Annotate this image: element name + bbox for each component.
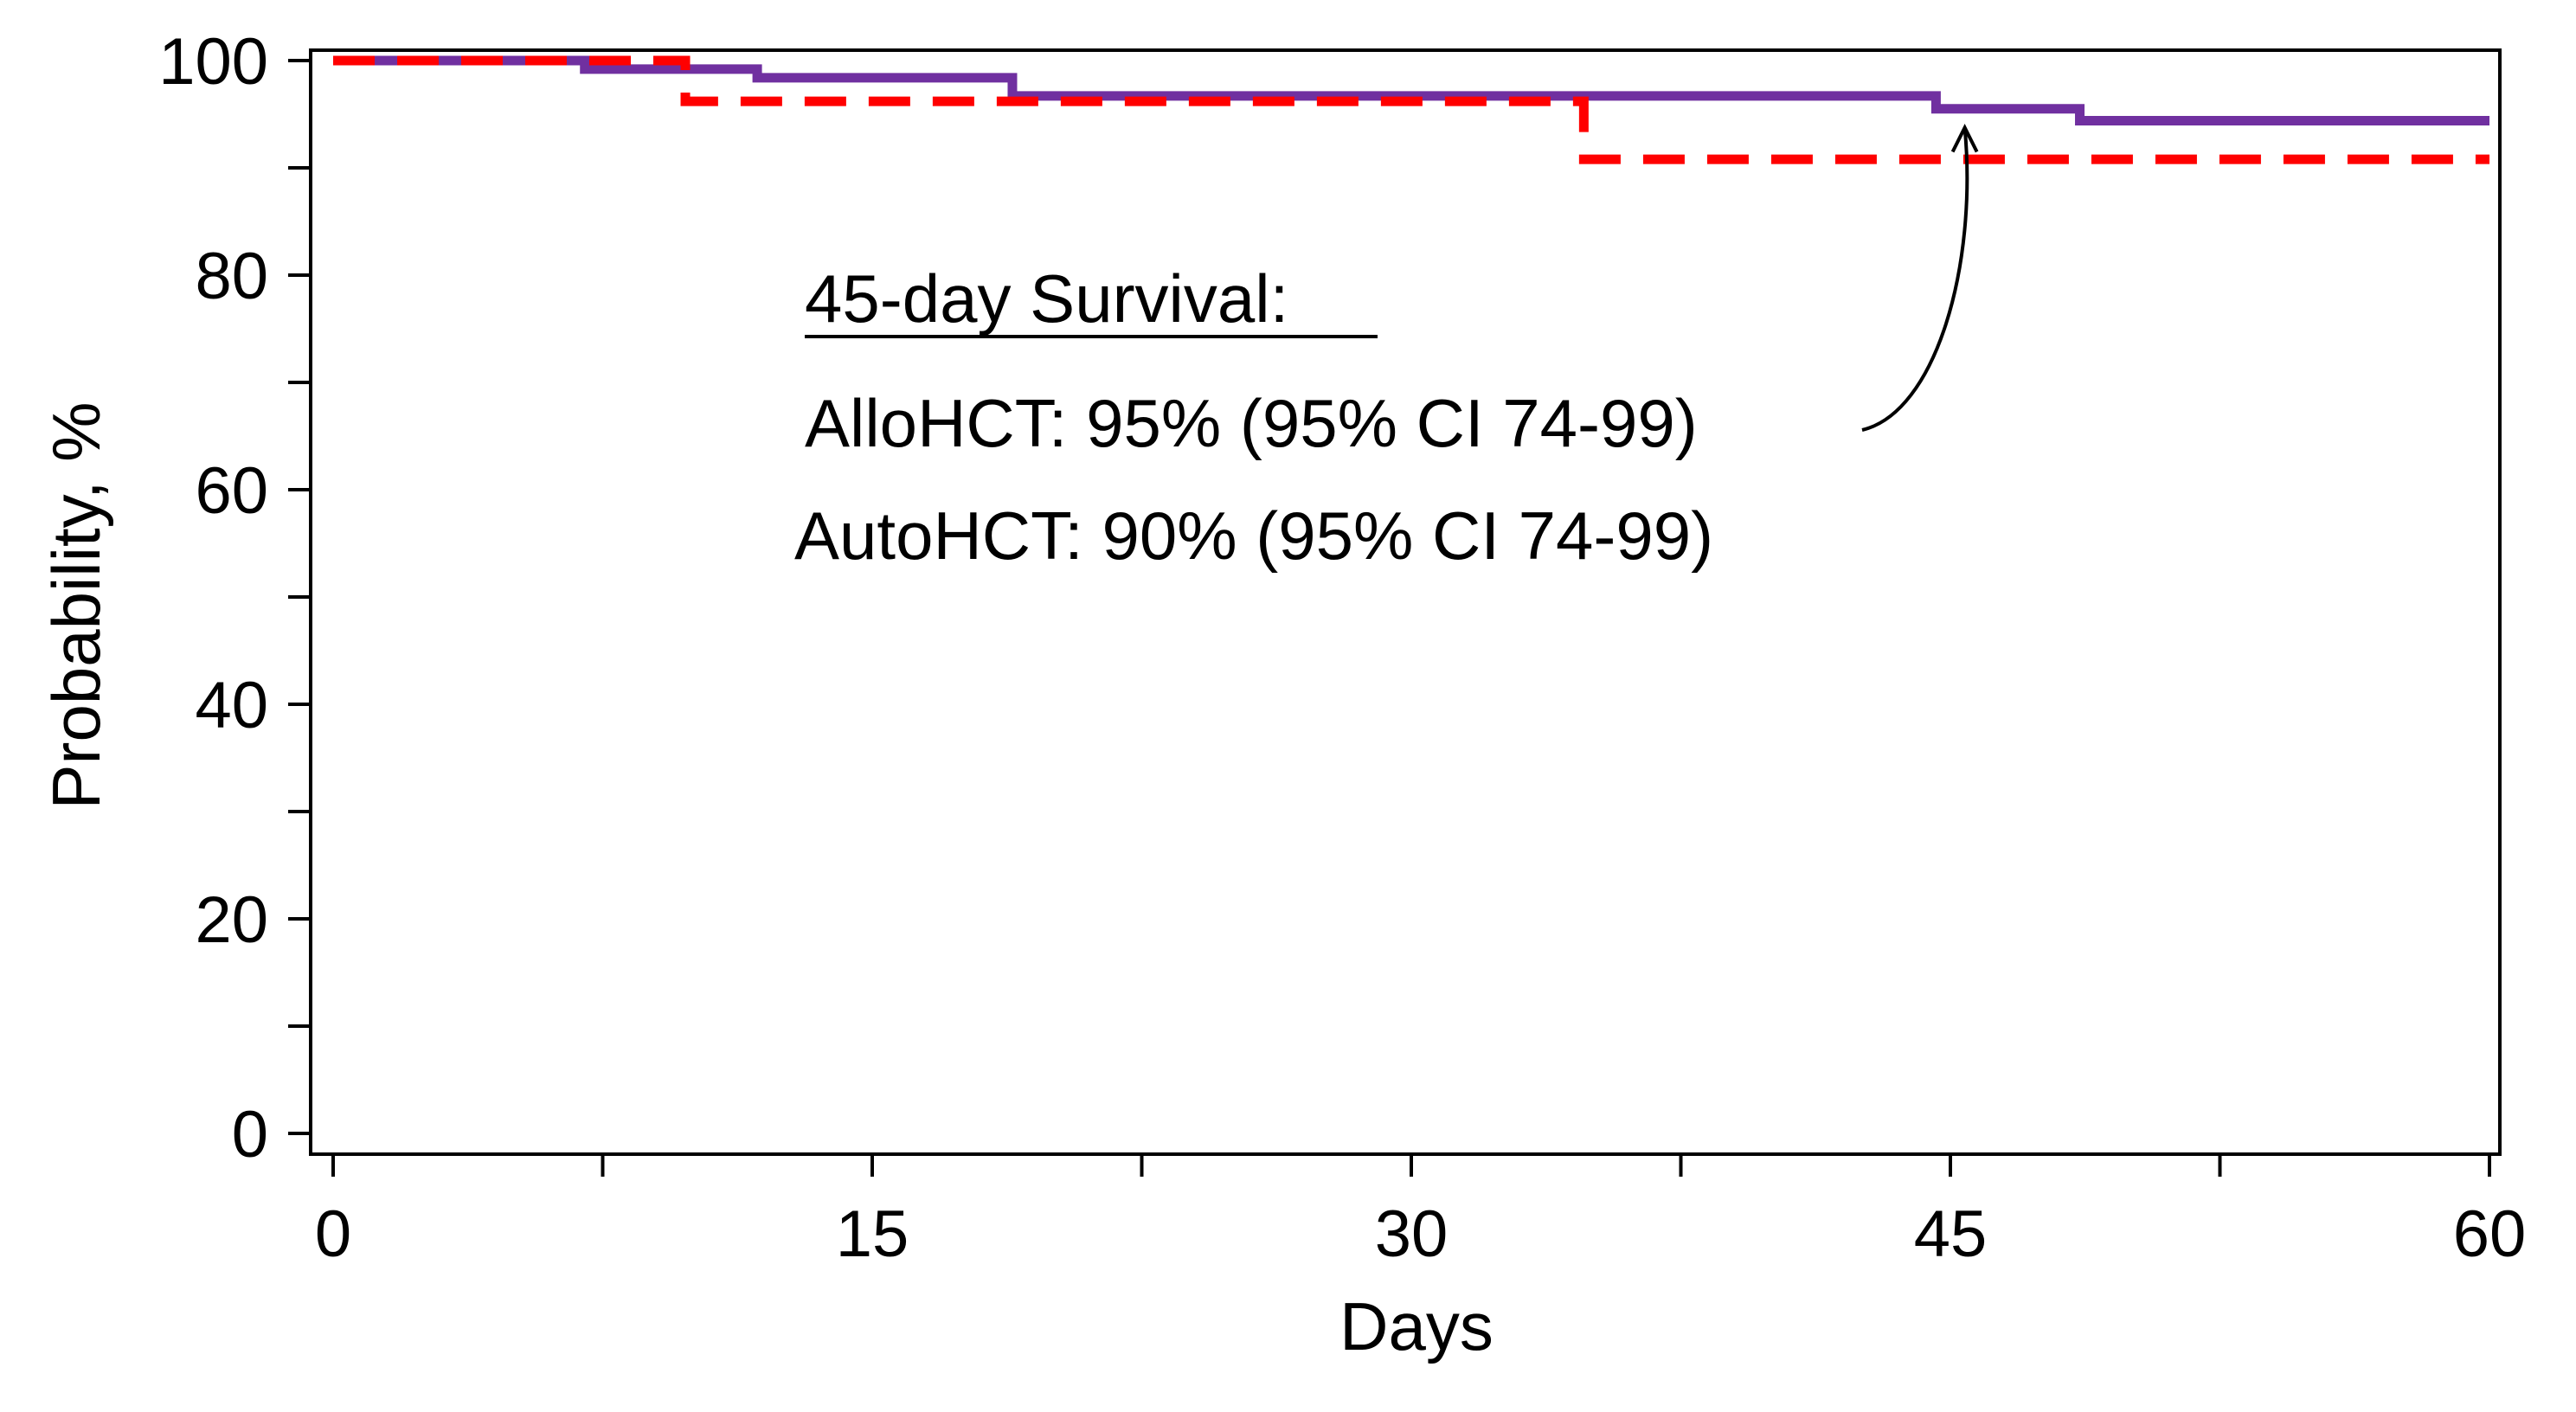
x-tick-label: 30 bbox=[1375, 1197, 1449, 1271]
x-tick-label: 15 bbox=[836, 1197, 909, 1271]
x-tick-label: 45 bbox=[1914, 1197, 1988, 1271]
x-axis-title: Days bbox=[1339, 1288, 1494, 1364]
y-tick-label: 40 bbox=[195, 669, 268, 742]
annotation-allohct: AlloHCT: 95% (95% CI 74-99) bbox=[805, 385, 1698, 461]
y-tick-label: 20 bbox=[195, 883, 268, 957]
x-tick-label: 0 bbox=[315, 1197, 351, 1271]
y-tick-label: 80 bbox=[195, 240, 268, 313]
series-line-1 bbox=[333, 55, 2489, 125]
annotation-heading: 45-day Survival: bbox=[805, 260, 1288, 337]
axes: 0 15 30 45 60 0 20 40 60 80 100 bbox=[158, 25, 2526, 1271]
x-tick-label: 60 bbox=[2453, 1197, 2527, 1271]
y-tick-label: 60 bbox=[195, 454, 268, 528]
plot-frame bbox=[309, 48, 2502, 1156]
annotation-arrow bbox=[1861, 127, 1969, 432]
y-tick-label: 0 bbox=[232, 1098, 268, 1171]
annotation-autohct: AutoHCT: 90% (95% CI 74-99) bbox=[794, 497, 1713, 574]
series-line-2 bbox=[333, 55, 2489, 164]
survival-curves bbox=[333, 55, 2489, 164]
y-axis-title: Probability, % bbox=[38, 401, 114, 809]
y-tick-label: 100 bbox=[158, 25, 268, 99]
annotation-arrowhead bbox=[1950, 123, 1979, 153]
